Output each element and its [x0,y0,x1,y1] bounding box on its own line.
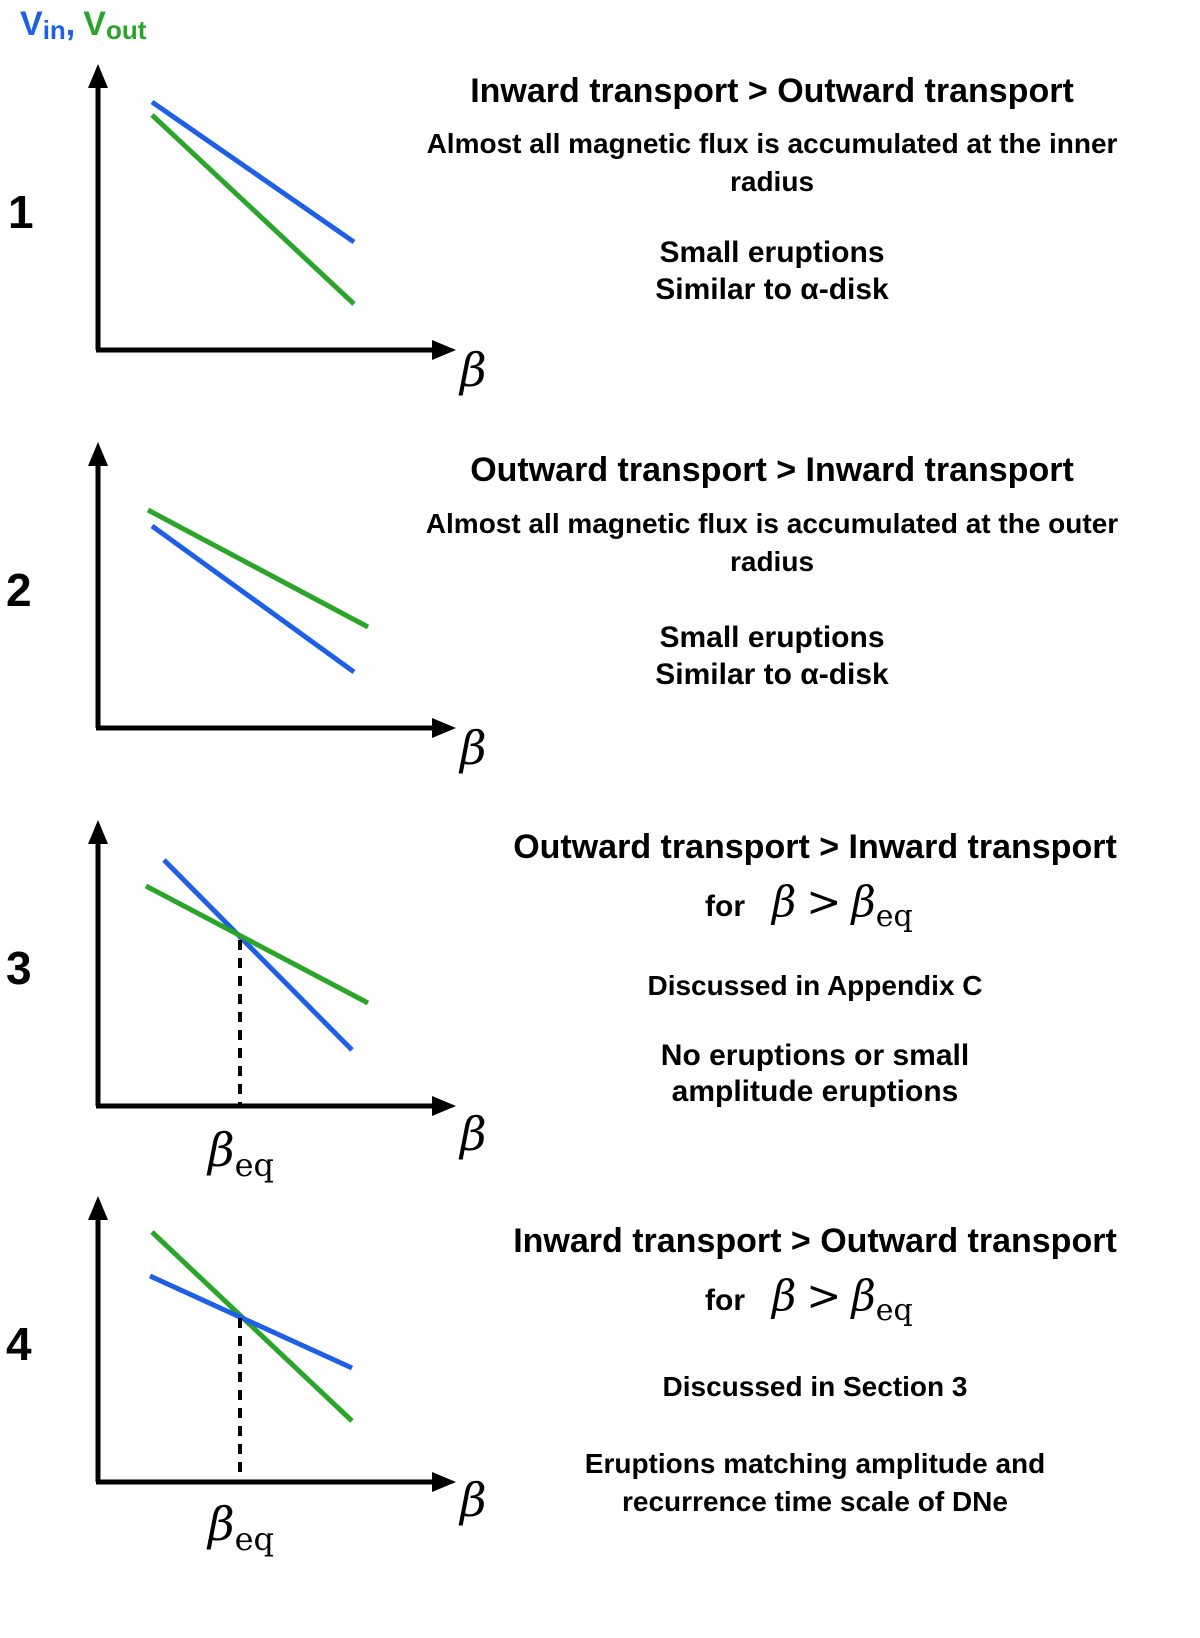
vin-label: V [20,5,43,43]
vin-line [150,523,356,675]
desc-line: Almost all magnetic flux is accumulated … [427,128,1118,159]
desc-line: Similar to α-disk [655,273,889,306]
x-axis-label: β [458,1107,487,1161]
panel-3: 3 β βeq Outward transport > Inward trans… [6,820,1117,1184]
x-axis-arrow-icon [432,340,456,360]
desc-line: Similar to α-disk [655,658,889,691]
desc-line: amplitude eruptions [672,1075,959,1108]
vin-line [150,99,356,245]
desc-line: Discussed in Section 3 [663,1371,968,1402]
x-axis-label: β [458,343,487,397]
vout-line [144,883,370,1006]
header-comma: , [66,5,75,43]
x-axis-arrow-icon [432,718,456,738]
panel-title: Outward transport > Inward transport [470,451,1074,489]
desc-line: Almost all magnetic flux is accumulated … [426,508,1118,539]
panel-4: 4 β βeq Inward transport > Outward trans… [6,1196,1117,1558]
desc-line: Eruptions matching amplitude and [585,1448,1045,1479]
vin-line [162,858,354,1052]
desc-line: No eruptions or small [661,1039,969,1072]
vout-line [150,1230,354,1423]
beta-eq-label: βeq [206,1123,274,1184]
x-axis-arrow-icon [432,1472,456,1492]
x-axis-arrow-icon [432,1096,456,1116]
panel-number: 4 [6,1318,32,1370]
panel-number: 1 [8,186,34,238]
condition-formula: β > βeq [770,877,913,934]
condition-formula: β > βeq [770,1271,913,1328]
desc-line: Small eruptions [659,236,884,269]
condition-for: for [705,1284,745,1317]
panel-2: 2 β Outward transport > Inward transport… [6,442,1118,775]
y-axis-arrow-icon [88,820,108,844]
panel-number: 3 [6,942,32,994]
vin-subscript: in [43,15,66,45]
vout-line [146,507,370,630]
vout-subscript: out [106,15,147,45]
vout-line [150,113,356,306]
desc-line: recurrence time scale of DNe [622,1486,1008,1517]
y-axis-header: Vin, Vout [20,5,147,45]
y-axis-arrow-icon [88,442,108,466]
x-axis-label: β [458,721,487,775]
panel-title: Outward transport > Inward transport [513,828,1117,866]
panel-title: Inward transport > Outward transport [513,1222,1117,1260]
panel-1: 1 β Inward transport > Outward transport… [8,64,1118,397]
vin-line [148,1273,354,1371]
panel-title: Inward transport > Outward transport [470,72,1074,110]
desc-line: Small eruptions [659,621,884,654]
vout-label: V [83,5,106,43]
panel-number: 2 [6,564,32,616]
desc-line: radius [730,546,814,577]
desc-line: Discussed in Appendix C [647,970,982,1001]
condition-for: for [705,890,745,923]
beta-eq-label: βeq [206,1497,274,1558]
y-axis-arrow-icon [88,64,108,88]
desc-line: radius [730,166,814,197]
x-axis-label: β [458,1473,487,1527]
y-axis-arrow-icon [88,1196,108,1220]
